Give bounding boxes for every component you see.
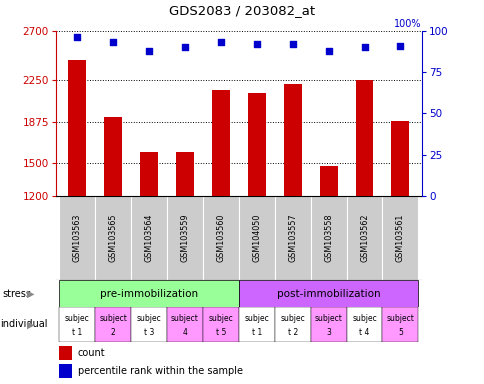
Text: count: count — [77, 348, 105, 358]
Bar — [346, 196, 382, 280]
Text: GSM103557: GSM103557 — [287, 214, 297, 262]
Bar — [382, 307, 418, 342]
Text: ▶: ▶ — [27, 319, 34, 329]
Bar — [59, 307, 95, 342]
Text: GSM103558: GSM103558 — [323, 214, 333, 262]
Text: GSM103562: GSM103562 — [359, 214, 368, 262]
Text: GSM103561: GSM103561 — [395, 214, 404, 262]
Bar — [131, 196, 166, 280]
Bar — [283, 84, 301, 196]
Bar — [68, 60, 86, 196]
Text: GSM103564: GSM103564 — [144, 214, 153, 262]
Text: individual: individual — [0, 319, 48, 329]
Text: subject: subject — [314, 314, 342, 323]
Text: t 3: t 3 — [144, 328, 154, 337]
Bar — [60, 346, 72, 360]
Point — [253, 41, 260, 47]
Text: 100%: 100% — [393, 19, 421, 29]
Bar — [166, 196, 202, 280]
Text: percentile rank within the sample: percentile rank within the sample — [77, 366, 242, 376]
Text: ▶: ▶ — [27, 289, 34, 299]
Text: subjec: subjec — [65, 314, 90, 323]
Bar — [238, 307, 274, 342]
Point — [216, 39, 224, 45]
Text: subjec: subjec — [136, 314, 161, 323]
Text: subjec: subjec — [280, 314, 304, 323]
Bar — [319, 166, 337, 196]
Text: post-immobilization: post-immobilization — [276, 289, 379, 299]
Bar — [391, 121, 408, 196]
Bar — [131, 307, 166, 342]
Text: subjec: subjec — [351, 314, 376, 323]
Text: GSM104050: GSM104050 — [252, 214, 261, 262]
Text: 3: 3 — [326, 328, 331, 337]
Text: subject: subject — [99, 314, 127, 323]
Bar — [310, 307, 346, 342]
Bar — [59, 280, 239, 307]
Point — [324, 48, 332, 54]
Bar — [95, 196, 131, 280]
Text: GSM103559: GSM103559 — [180, 214, 189, 262]
Bar — [247, 93, 265, 196]
Text: t 2: t 2 — [287, 328, 297, 337]
Bar — [140, 152, 158, 196]
Bar — [238, 280, 418, 307]
Text: 4: 4 — [182, 328, 187, 337]
Bar — [166, 307, 202, 342]
Bar — [104, 117, 122, 196]
Text: subject: subject — [171, 314, 198, 323]
Text: t 5: t 5 — [215, 328, 226, 337]
Text: GSM103565: GSM103565 — [108, 214, 118, 262]
Text: GSM103563: GSM103563 — [73, 214, 82, 262]
Bar — [274, 196, 310, 280]
Text: stress: stress — [2, 289, 31, 299]
Text: 5: 5 — [397, 328, 402, 337]
Bar — [212, 90, 229, 196]
Point — [145, 48, 152, 54]
Bar — [238, 196, 274, 280]
Bar — [60, 364, 72, 378]
Bar — [202, 196, 238, 280]
Bar — [176, 152, 194, 196]
Point — [109, 39, 117, 45]
Text: t 1: t 1 — [251, 328, 261, 337]
Text: 2: 2 — [111, 328, 115, 337]
Text: GSM103560: GSM103560 — [216, 214, 225, 262]
Text: subjec: subjec — [244, 314, 269, 323]
Bar — [355, 80, 373, 196]
Bar — [310, 196, 346, 280]
Text: pre-immobilization: pre-immobilization — [100, 289, 198, 299]
Text: GDS2083 / 203082_at: GDS2083 / 203082_at — [169, 4, 315, 17]
Text: t 1: t 1 — [72, 328, 82, 337]
Bar — [346, 307, 382, 342]
Bar — [202, 307, 238, 342]
Text: subjec: subjec — [208, 314, 233, 323]
Point — [73, 34, 81, 40]
Bar — [274, 307, 310, 342]
Text: subject: subject — [386, 314, 413, 323]
Text: t 4: t 4 — [359, 328, 369, 337]
Point — [181, 44, 188, 50]
Point — [288, 41, 296, 47]
Point — [396, 43, 404, 49]
Bar — [59, 196, 95, 280]
Bar — [95, 307, 131, 342]
Point — [360, 44, 368, 50]
Bar — [382, 196, 418, 280]
